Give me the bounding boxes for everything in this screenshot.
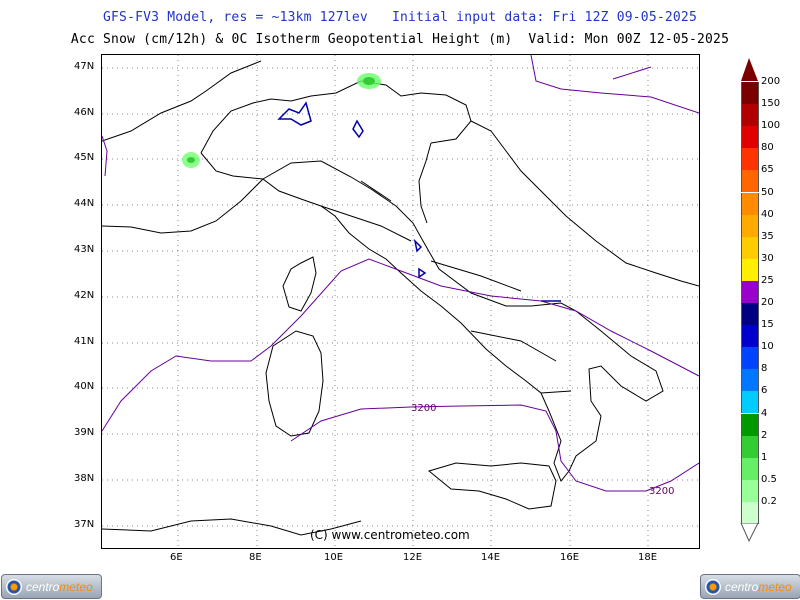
legend-swatch [741,280,759,303]
legend-value: 15 [761,319,774,331]
lakes [277,101,561,302]
globe-icon [6,578,22,595]
lon-label: 12E [403,552,423,563]
legend-value: 200 [761,76,781,87]
legend-value: 0.5 [761,473,777,485]
legend-bottom-arrow [740,523,759,543]
lon-label: 8E [249,552,262,563]
legend-swatch [741,457,759,480]
lat-label: 42N [74,290,95,301]
legend-swatch [741,479,759,502]
logo-left[interactable]: centrometeo [1,574,102,599]
lat-label: 39N [74,427,95,438]
globe-icon [705,578,721,595]
coastlines [102,60,699,536]
snow-patches [182,73,381,168]
logo-text: centrometeo [26,579,93,594]
legend-swatch [741,413,759,436]
logo-text: centrometeo [725,579,792,594]
legend-value: 35 [761,230,774,242]
lat-label: 45N [74,152,95,163]
legend-swatch [741,435,759,458]
lon-label: 14E [481,552,501,563]
lon-label: 6E [170,552,183,563]
legend-value: 50 [761,186,774,198]
legend-swatch [741,148,759,171]
legend-value: 40 [761,208,774,220]
lat-label: 44N [74,198,95,209]
lat-label: 37N [74,519,95,530]
legend-value: 10 [761,341,774,353]
isotherm-label: 3200 [649,486,674,497]
legend-swatch [741,82,759,105]
legend-value: 25 [761,274,774,286]
isotherm-label: 3200 [411,403,436,414]
legend-value: 80 [761,142,774,154]
legend-value: 0.2 [761,495,777,507]
legend-swatch [741,391,759,414]
legend-value: 8 [761,363,768,375]
lat-label: 47N [74,61,95,72]
lat-label: 41N [74,336,95,347]
lat-label: 38N [74,473,95,484]
lon-label: 10E [324,552,344,563]
legend-value: 100 [761,120,781,132]
graticule [102,55,699,548]
isotherm-contours [102,55,699,492]
legend-swatch [741,325,759,348]
legend-swatch [741,258,759,281]
model-title: GFS-FV3 Model, res = ~13km 127lev Initia… [103,10,697,25]
lon-label: 16E [560,552,580,563]
legend-swatch [741,170,759,193]
legend-value: 4 [761,407,768,419]
legend-swatch [741,369,759,392]
legend-top-arrow [741,58,758,81]
legend-swatch [741,347,759,370]
logo-right[interactable]: centrometeo [700,574,800,599]
legend-value: 6 [761,385,768,397]
legend-swatch [741,236,759,259]
lon-label: 18E [638,552,658,563]
map-panel: 3200 3200 [101,54,700,549]
legend-value: 2 [761,429,768,441]
legend-value: 1 [761,451,768,463]
legend-value: 20 [761,297,774,308]
map-canvas: 3200 3200 [102,55,699,548]
lat-label: 46N [74,107,95,118]
legend-value: 30 [761,252,774,264]
legend-swatch [741,501,759,524]
lat-label: 40N [74,381,95,392]
legend-swatch [741,126,759,149]
lat-label: 43N [74,244,95,255]
credit-text: (C) www.centrometeo.com [310,528,470,542]
legend-value: 65 [761,164,774,176]
legend-swatch [741,104,759,127]
legend-swatch [741,303,759,326]
legend-value: 150 [761,98,781,110]
legend-swatch [741,214,759,237]
chart-subtitle: Acc Snow (cm/12h) & 0C Isotherm Geopoten… [70,32,730,47]
legend-swatch [741,192,759,215]
